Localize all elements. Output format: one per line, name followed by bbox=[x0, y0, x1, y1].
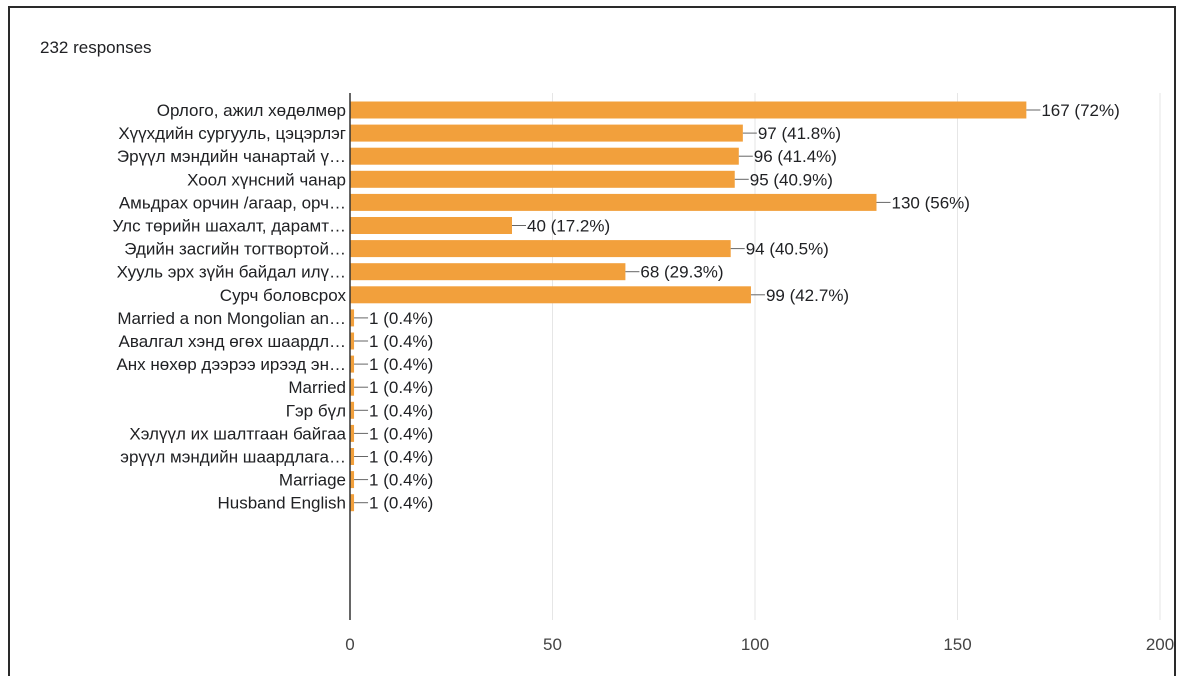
x-tick-label: 150 bbox=[943, 635, 971, 654]
bar bbox=[350, 124, 743, 142]
value-label: 1 (0.4%) bbox=[369, 424, 433, 443]
value-label: 99 (42.7%) bbox=[766, 286, 849, 305]
bar bbox=[350, 355, 355, 373]
value-label: 1 (0.4%) bbox=[369, 332, 433, 351]
category-label: Авалгал хэнд өгөх шаардл… bbox=[119, 332, 346, 351]
bar bbox=[350, 217, 512, 234]
value-label: 1 (0.4%) bbox=[369, 355, 433, 374]
bar bbox=[350, 147, 739, 165]
category-label: Амьдрах орчин /агаар, орч… bbox=[119, 193, 346, 212]
x-tick-label: 200 bbox=[1146, 635, 1174, 654]
value-labels: 167 (72%) 97 (41.8%) 96 (41.4%) 95 (40.9%) 1… bbox=[354, 101, 1120, 513]
bar bbox=[350, 263, 626, 281]
bar bbox=[350, 494, 355, 512]
category-label: Улс төрийн шахалт, дарамт… bbox=[113, 217, 346, 236]
value-label: 1 (0.4%) bbox=[369, 378, 433, 397]
category-label: Хэлүүл их шалтгаан байгаа bbox=[129, 424, 346, 443]
value-label: 96 (41.4%) bbox=[754, 147, 837, 166]
category-label: Marriage bbox=[279, 471, 346, 490]
bar bbox=[350, 309, 355, 327]
responses-count: 232 responses bbox=[40, 38, 152, 57]
x-tick-label: 0 bbox=[345, 635, 354, 654]
category-label: Married a non Mongolian an… bbox=[117, 309, 346, 328]
value-label: 1 (0.4%) bbox=[369, 494, 433, 513]
value-label: 40 (17.2%) bbox=[527, 217, 610, 236]
x-tick-label: 100 bbox=[741, 635, 769, 654]
category-label: эрүүл мэндийн шаардлага… bbox=[120, 448, 346, 467]
value-label: 1 (0.4%) bbox=[369, 309, 433, 328]
value-label: 167 (72%) bbox=[1041, 101, 1119, 120]
category-labels: Орлого, ажил хөдөлмөр Хүүхдийн сургууль, … bbox=[113, 101, 347, 513]
x-axis-ticks: 0 50 100 150 200 bbox=[345, 635, 1174, 654]
bar bbox=[350, 286, 751, 304]
value-label: 68 (29.3%) bbox=[640, 263, 723, 282]
bar bbox=[350, 332, 355, 350]
bar bbox=[350, 471, 355, 489]
category-label: Хүүхдийн сургууль, цэцэрлэг bbox=[118, 124, 346, 143]
category-label: Эдийн засгийн тогтвортой… bbox=[124, 240, 346, 259]
category-label: Сурч боловсрох bbox=[220, 286, 347, 305]
value-label: 1 (0.4%) bbox=[369, 401, 433, 420]
bar bbox=[350, 170, 735, 188]
category-label: Husband English bbox=[217, 494, 346, 513]
category-label: Хууль эрх зүйн байдал илү… bbox=[117, 263, 346, 282]
category-label: Married bbox=[288, 378, 346, 397]
chart-card: 232 responses Орлого, ажил хөдөлмөр Хүүхд… bbox=[8, 6, 1176, 676]
bar bbox=[350, 424, 355, 442]
bar bbox=[350, 378, 355, 396]
bar bbox=[350, 448, 355, 465]
category-label: Гэр бүл bbox=[286, 401, 346, 420]
bar bbox=[350, 193, 877, 211]
value-label: 1 (0.4%) bbox=[369, 471, 433, 490]
x-tick-label: 50 bbox=[543, 635, 562, 654]
value-label: 95 (40.9%) bbox=[750, 170, 833, 189]
value-label: 94 (40.5%) bbox=[746, 240, 829, 259]
category-label: Хоол хүнсний чанар bbox=[187, 170, 346, 189]
bar bbox=[350, 240, 731, 258]
value-label: 97 (41.8%) bbox=[758, 124, 841, 143]
category-label: Орлого, ажил хөдөлмөр bbox=[157, 101, 346, 120]
value-label: 130 (56%) bbox=[892, 193, 970, 212]
bar bbox=[350, 401, 355, 419]
bar-chart: Орлого, ажил хөдөлмөр Хүүхдийн сургууль, … bbox=[113, 93, 1174, 654]
bar bbox=[350, 101, 1027, 119]
category-label: Анх нөхөр дээрээ ирээд эн… bbox=[116, 355, 346, 374]
value-label: 1 (0.4%) bbox=[369, 448, 433, 467]
category-label: Эрүүл мэндийн чанартай ү… bbox=[117, 147, 346, 166]
bars bbox=[350, 101, 1027, 512]
